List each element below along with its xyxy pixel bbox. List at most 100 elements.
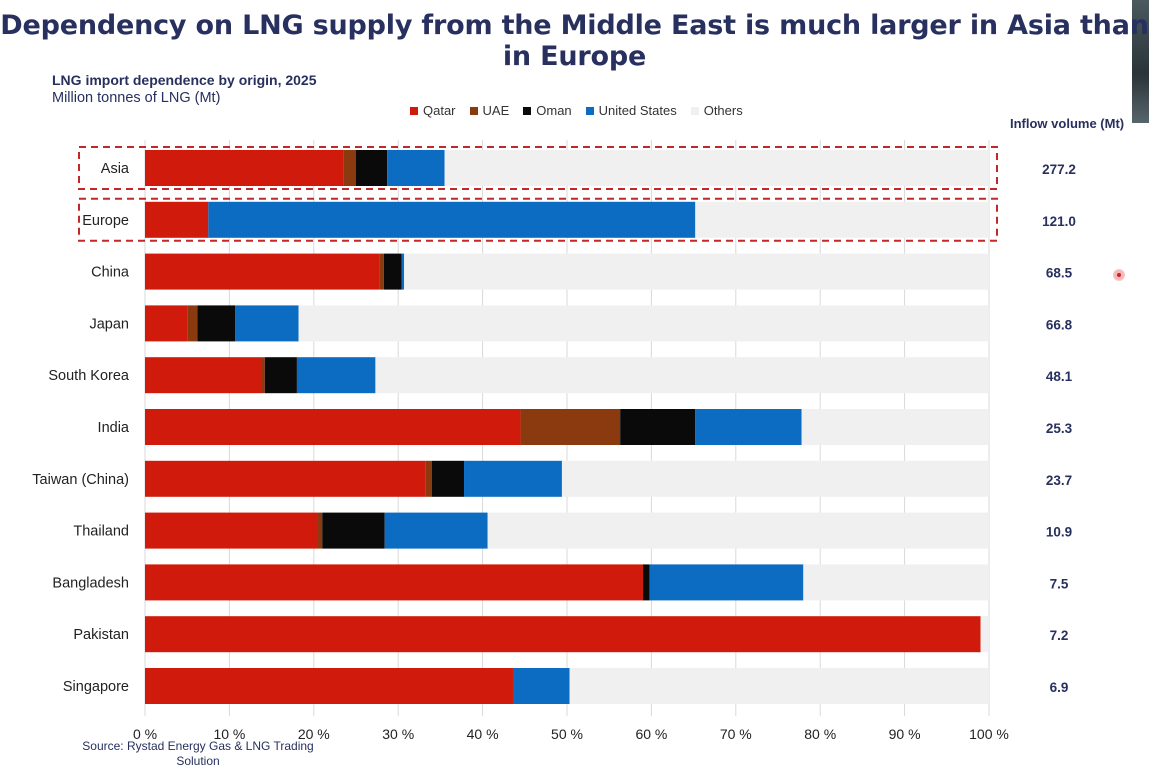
x-tick-label: 80 % [804,726,836,742]
bar-south-korea-uae [261,357,265,394]
inflow-volume-japan: 66.8 [1046,317,1073,332]
bar-china-uae [379,253,384,290]
highlight-box-asia [78,146,998,190]
bar-asia-qatar [145,150,344,186]
category-label-europe: Europe [82,213,129,229]
bar-thailand-united-states [384,512,488,549]
legend-item-united-states: United States [585,103,677,118]
x-tick-label: 40 % [467,726,499,742]
inflow-volume-europe: 121.0 [1042,214,1076,229]
bar-japan-uae [187,305,198,342]
category-label-japan: Japan [89,316,129,332]
category-label-thailand: Thailand [73,524,129,540]
legend-item-uae: UAE [469,103,510,118]
bar-bangladesh-oman [642,564,650,601]
category-label-pakistan: Pakistan [73,627,129,643]
bar-singapore-others [569,668,989,704]
inflow-volume-thailand: 10.9 [1046,525,1072,540]
inflow-volume-taiwan-china: 23.7 [1046,473,1072,488]
bar-japan-united-states [235,305,299,342]
legend-label-qatar: Qatar [423,103,456,118]
bar-taiwan-china-uae [425,460,432,497]
x-tick-label: 70 % [720,726,752,742]
bar-asia-oman [356,150,388,186]
bar-singapore-united-states [512,668,570,704]
bar-taiwan-china-oman [431,460,465,497]
category-label-asia: Asia [101,161,130,177]
legend-swatch-uae [469,106,478,115]
category-label-india: India [98,420,130,436]
bar-china-others [404,253,989,290]
legend-label-others: Others [703,103,743,118]
pointer-cursor-icon [1114,270,1124,280]
bar-japan-others [298,305,989,342]
bar-taiwan-china-others [561,460,989,497]
bar-thailand-uae [318,512,323,549]
x-tick-label: 100 % [969,726,1009,742]
bar-thailand-qatar [145,512,319,549]
bar-pakistan-others [980,616,989,653]
category-label-singapore: Singapore [63,679,129,695]
bar-china-united-states [401,253,405,290]
bar-pakistan-qatar [145,616,981,653]
slide-headline: Dependency on LNG supply from the Middle… [0,10,1149,72]
bar-china-oman [383,253,402,290]
legend-swatch-united-states [585,106,594,115]
presenter-video-thumbnail [1132,0,1149,123]
category-label-china: China [91,265,130,281]
inflow-volume-asia: 277.2 [1042,162,1076,177]
bar-asia-united-states [387,150,445,186]
bar-europe-qatar [145,201,209,238]
bar-india-others [801,409,989,445]
x-tick-label: 50 % [551,726,583,742]
x-tick-label: 10 % [213,726,245,742]
x-tick-label: 30 % [382,726,414,742]
bar-japan-oman [197,305,236,342]
bar-taiwan-china-qatar [145,460,426,497]
bar-india-uae [520,409,621,445]
bar-south-korea-oman [264,357,297,394]
bar-india-united-states [695,409,802,445]
bar-india-qatar [145,409,521,445]
legend-label-uae: UAE [482,103,510,118]
x-tick-label: 20 % [298,726,330,742]
legend-item-oman: Oman [523,103,572,118]
bar-bangladesh-qatar [145,564,643,601]
category-label-south-korea: South Korea [48,368,130,384]
inflow-volume-south-korea: 48.1 [1046,369,1073,384]
inflow-volume-bangladesh: 7.5 [1050,576,1069,591]
legend-item-others: Others [690,103,743,118]
chart-title: LNG import dependence by origin, 2025 [52,72,317,88]
chart-subtitle: Million tonnes of LNG (Mt) [52,90,221,106]
bar-thailand-others [487,512,989,549]
bar-bangladesh-united-states [649,564,804,601]
bar-india-oman [620,409,696,445]
bar-japan-qatar [145,305,188,342]
inflow-volume-pakistan: 7.2 [1050,628,1069,643]
bar-asia-uae [343,150,356,186]
bar-europe-others [695,201,989,238]
inflow-volume-india: 25.3 [1046,421,1073,436]
legend-swatch-others [690,106,699,115]
highlight-box-europe [78,197,998,242]
legend-swatch-qatar [410,106,418,115]
x-tick-label: 90 % [889,726,921,742]
legend-item-qatar: Qatar [410,103,456,118]
source-note: Source: Rystad Energy Gas & LNG Trading … [82,739,314,768]
chart-legend: Qatar UAE Oman United States Others [410,103,743,118]
inflow-volume-china: 68.5 [1046,266,1073,281]
category-label-taiwan-china: Taiwan (China) [32,472,129,488]
bar-south-korea-others [375,357,989,394]
bar-bangladesh-others [803,564,989,601]
x-tick-label: 0 % [133,726,157,742]
bar-china-qatar [145,253,380,290]
legend-label-united-states: United States [598,103,677,118]
inflow-volume-singapore: 6.9 [1050,680,1069,695]
bar-asia-others [444,150,989,186]
bar-thailand-oman [322,512,385,549]
bar-europe-united-states [208,201,696,238]
x-tick-label: 60 % [635,726,667,742]
bar-south-korea-qatar [145,357,262,394]
legend-swatch-oman [523,106,532,115]
